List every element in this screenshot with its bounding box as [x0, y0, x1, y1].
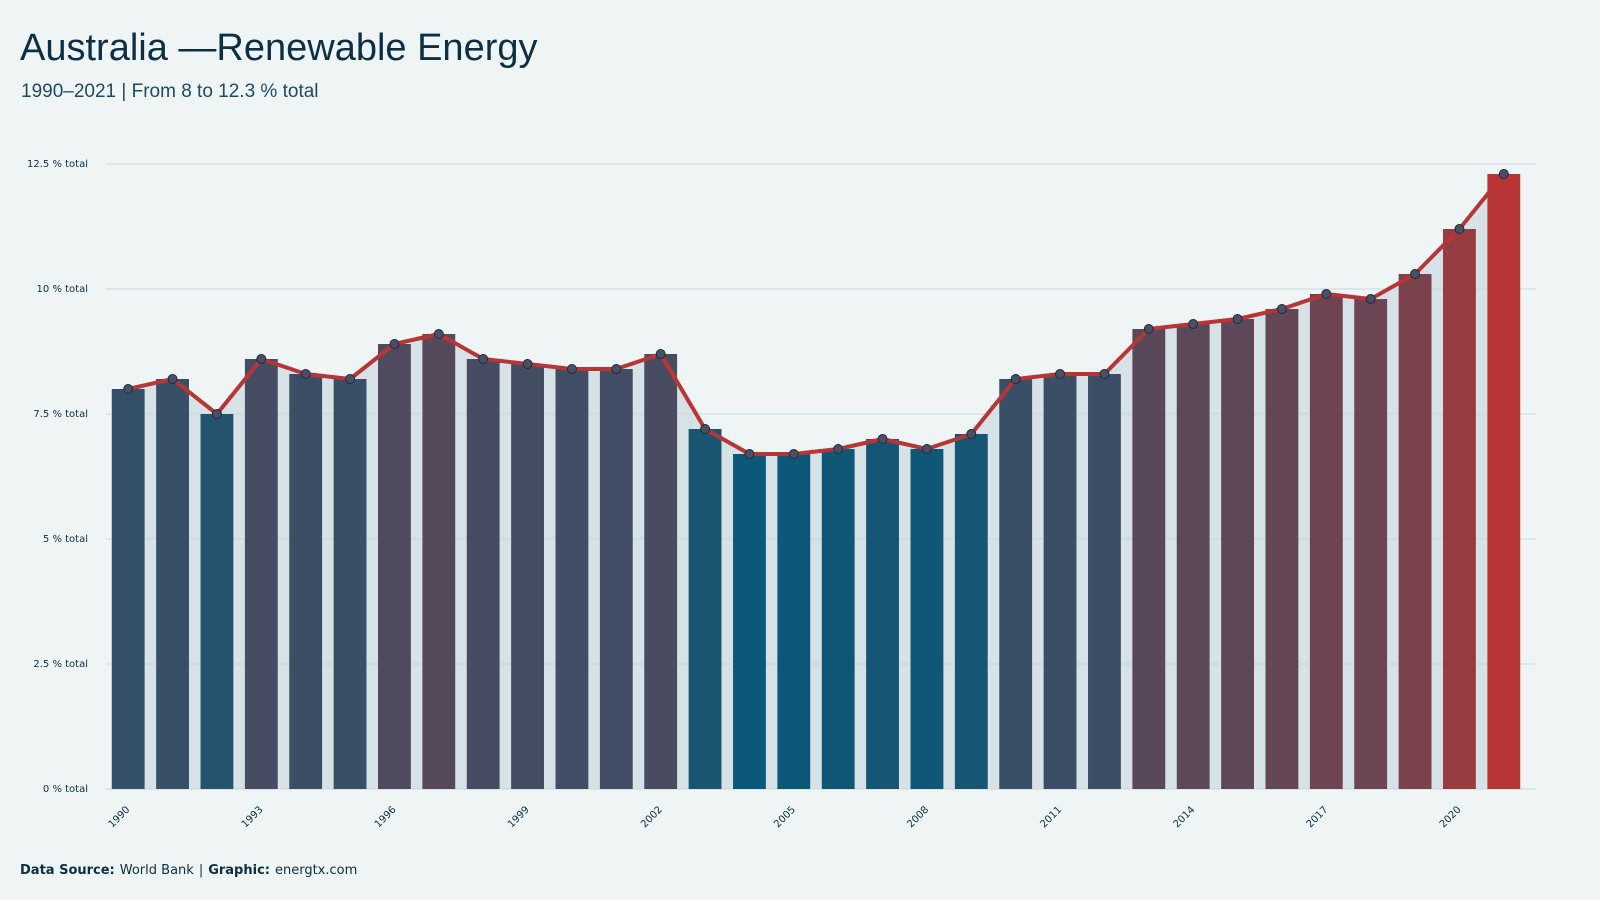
bar	[1043, 374, 1077, 789]
bar	[333, 379, 367, 789]
line-point	[921, 444, 932, 454]
line-point	[300, 369, 311, 379]
line-point	[1010, 374, 1021, 384]
bar	[111, 389, 145, 789]
caption-part: energtx.com	[275, 863, 357, 878]
bar	[1309, 294, 1343, 789]
bar	[156, 379, 189, 789]
bar	[821, 449, 855, 789]
caption-part: |	[199, 863, 203, 878]
bar	[999, 379, 1033, 789]
y-tick-label: 7.5 % total	[33, 409, 88, 420]
line-point	[1454, 224, 1465, 234]
line-point	[611, 364, 622, 374]
bar	[1487, 174, 1521, 789]
line-point	[1188, 319, 1199, 329]
line-point	[211, 409, 222, 419]
line-point	[1410, 269, 1421, 279]
y-tick-label: 10 % total	[37, 284, 88, 295]
bar	[777, 454, 811, 789]
bar	[244, 359, 278, 789]
line-point	[566, 364, 577, 374]
line-point	[389, 339, 400, 349]
chart-subtitle: 1990–2021 | From 8 to 12.3 % total	[21, 81, 319, 102]
bar	[1221, 319, 1254, 789]
line	[127, 172, 1506, 456]
line-point	[1365, 294, 1376, 304]
line-point	[1232, 314, 1243, 324]
bar	[466, 359, 500, 789]
caption-part: Graphic:	[208, 863, 270, 878]
line-point	[788, 449, 799, 459]
line-point	[522, 359, 533, 369]
bar	[1398, 274, 1432, 789]
line-point	[433, 329, 444, 339]
bar	[599, 369, 633, 789]
line-point	[655, 349, 666, 359]
bar	[644, 354, 678, 789]
caption-part: World Bank	[120, 863, 195, 878]
bar	[733, 454, 766, 789]
line-point	[1143, 324, 1154, 334]
line-point	[833, 444, 844, 454]
bar	[1176, 324, 1210, 789]
bar	[422, 334, 456, 789]
bar	[378, 344, 411, 789]
bar	[910, 449, 944, 789]
line-point	[966, 429, 977, 439]
line-point	[256, 354, 267, 364]
y-tick-label: 5 % total	[43, 534, 88, 545]
bar	[1354, 299, 1388, 789]
caption-part: Data Source:	[20, 863, 115, 878]
y-tick-label: 2.5 % total	[33, 659, 88, 670]
bar	[1443, 229, 1476, 789]
line-point	[123, 384, 134, 394]
caption: Data Source: World Bank | Graphic: energtx.c…	[20, 863, 357, 878]
line-point	[1276, 304, 1287, 314]
bar	[866, 439, 899, 789]
line-point	[700, 424, 711, 434]
bar	[200, 414, 234, 789]
bar	[1265, 309, 1299, 789]
line-point	[877, 434, 888, 444]
y-tick-label: 12.5 % total	[27, 159, 88, 170]
line-point	[345, 374, 356, 384]
line-point	[478, 354, 489, 364]
y-tick-label: 0 % total	[43, 784, 88, 795]
line-point	[1099, 369, 1110, 379]
chart-title: Australia —Renewable Energy	[20, 27, 538, 69]
bar	[1132, 329, 1166, 789]
bar	[289, 374, 323, 789]
bar	[1088, 374, 1121, 789]
bar	[688, 429, 722, 789]
line-point	[167, 374, 178, 384]
line-point	[1055, 369, 1066, 379]
line-point	[1321, 289, 1332, 299]
line-point	[1498, 169, 1509, 179]
bar	[555, 369, 589, 789]
bar	[954, 434, 988, 789]
line-point	[744, 449, 755, 459]
bar	[511, 364, 544, 789]
